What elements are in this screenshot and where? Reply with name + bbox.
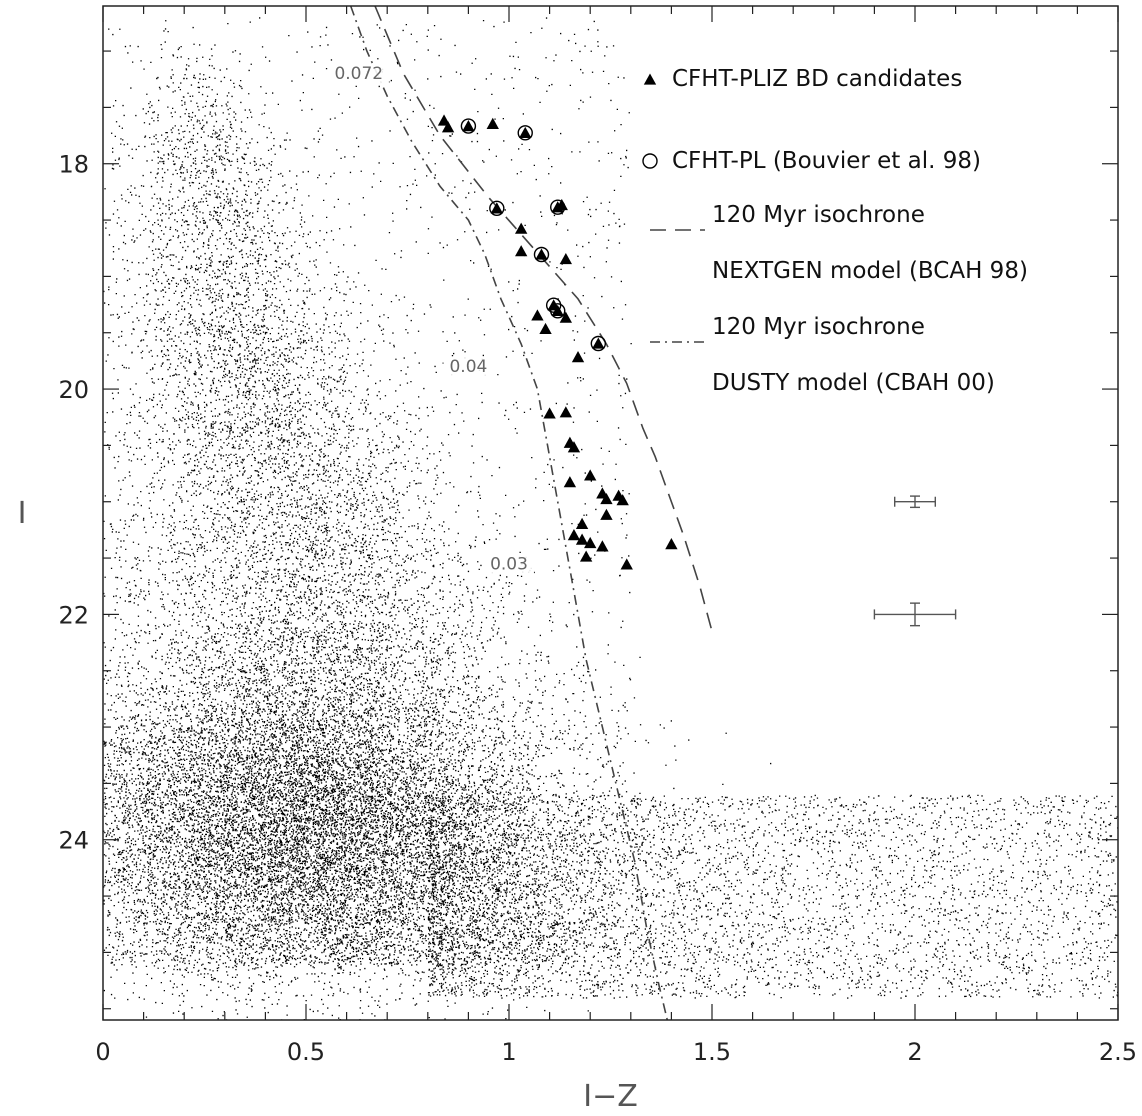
bd-candidate-point (560, 406, 572, 417)
x-tick-label: 1.5 (693, 1038, 731, 1066)
x-axis-label: I−Z (583, 1079, 638, 1114)
legend: CFHT-PLIZ BD candidates CFHT-PL (Bouvier … (643, 66, 1028, 396)
legend-symbol (644, 74, 656, 85)
error-bars (874, 496, 955, 626)
y-tick-label: 18 (58, 151, 89, 179)
x-tick-label: 2 (907, 1038, 922, 1066)
bd-candidate-point (543, 407, 555, 418)
legend-label: 120 Myr isochrone (712, 202, 925, 228)
dusty-isochrone-line (351, 6, 668, 1020)
legend-label: DUSTY model (CBAH 00) (712, 370, 995, 396)
x-tick-label: 0 (95, 1038, 110, 1066)
bd-candidate-point (572, 351, 584, 362)
mass-label: 0.072 (334, 64, 383, 84)
bd-candidate-point (462, 120, 474, 131)
x-tick-label: 2.5 (1099, 1038, 1137, 1066)
bd-candidate-point (600, 509, 612, 520)
bd-candidate-point (596, 540, 608, 551)
bd-candidate-point (519, 127, 531, 138)
bd-candidate-point (564, 476, 576, 487)
bd-candidate-point (515, 223, 527, 234)
bd-candidate-point (515, 245, 527, 256)
legend-label: 120 Myr isochrone (712, 314, 925, 340)
bd-candidate-point (487, 118, 499, 129)
y-axis-label: I (18, 496, 27, 531)
y-tick-label: 20 (58, 376, 89, 404)
nextgen-isochrone-line (375, 6, 712, 631)
bd-candidate-point (535, 248, 547, 259)
mass-label: 0.03 (490, 554, 528, 574)
bd-candidate-point (665, 538, 677, 549)
bd-candidate-point (531, 309, 543, 320)
y-tick-label: 22 (58, 601, 89, 629)
bd-candidate-point (580, 550, 592, 561)
bd-candidate-point (576, 518, 588, 529)
legend-label: CFHT-PL (Bouvier et al. 98) (672, 148, 981, 174)
x-tick-label: 0.5 (287, 1038, 325, 1066)
bd-candidate-point (560, 253, 572, 264)
bd-candidate-point (491, 202, 503, 213)
bd-candidate-point (539, 323, 551, 334)
candidate-points (438, 114, 678, 569)
bd-candidate-point (621, 558, 633, 569)
legend-label: NEXTGEN model (BCAH 98) (712, 258, 1028, 284)
bd-candidate-point (568, 529, 580, 540)
y-tick-label: 24 (58, 827, 89, 855)
error-bar (874, 603, 955, 626)
error-bar (895, 496, 936, 507)
x-tick-label: 1 (501, 1038, 516, 1066)
legend-label: CFHT-PLIZ BD candidates (672, 66, 962, 92)
isochrone-curves (351, 6, 712, 1020)
legend-symbol (643, 154, 657, 168)
mass-label: 0.04 (449, 357, 487, 377)
bd-candidate-point (584, 469, 596, 480)
